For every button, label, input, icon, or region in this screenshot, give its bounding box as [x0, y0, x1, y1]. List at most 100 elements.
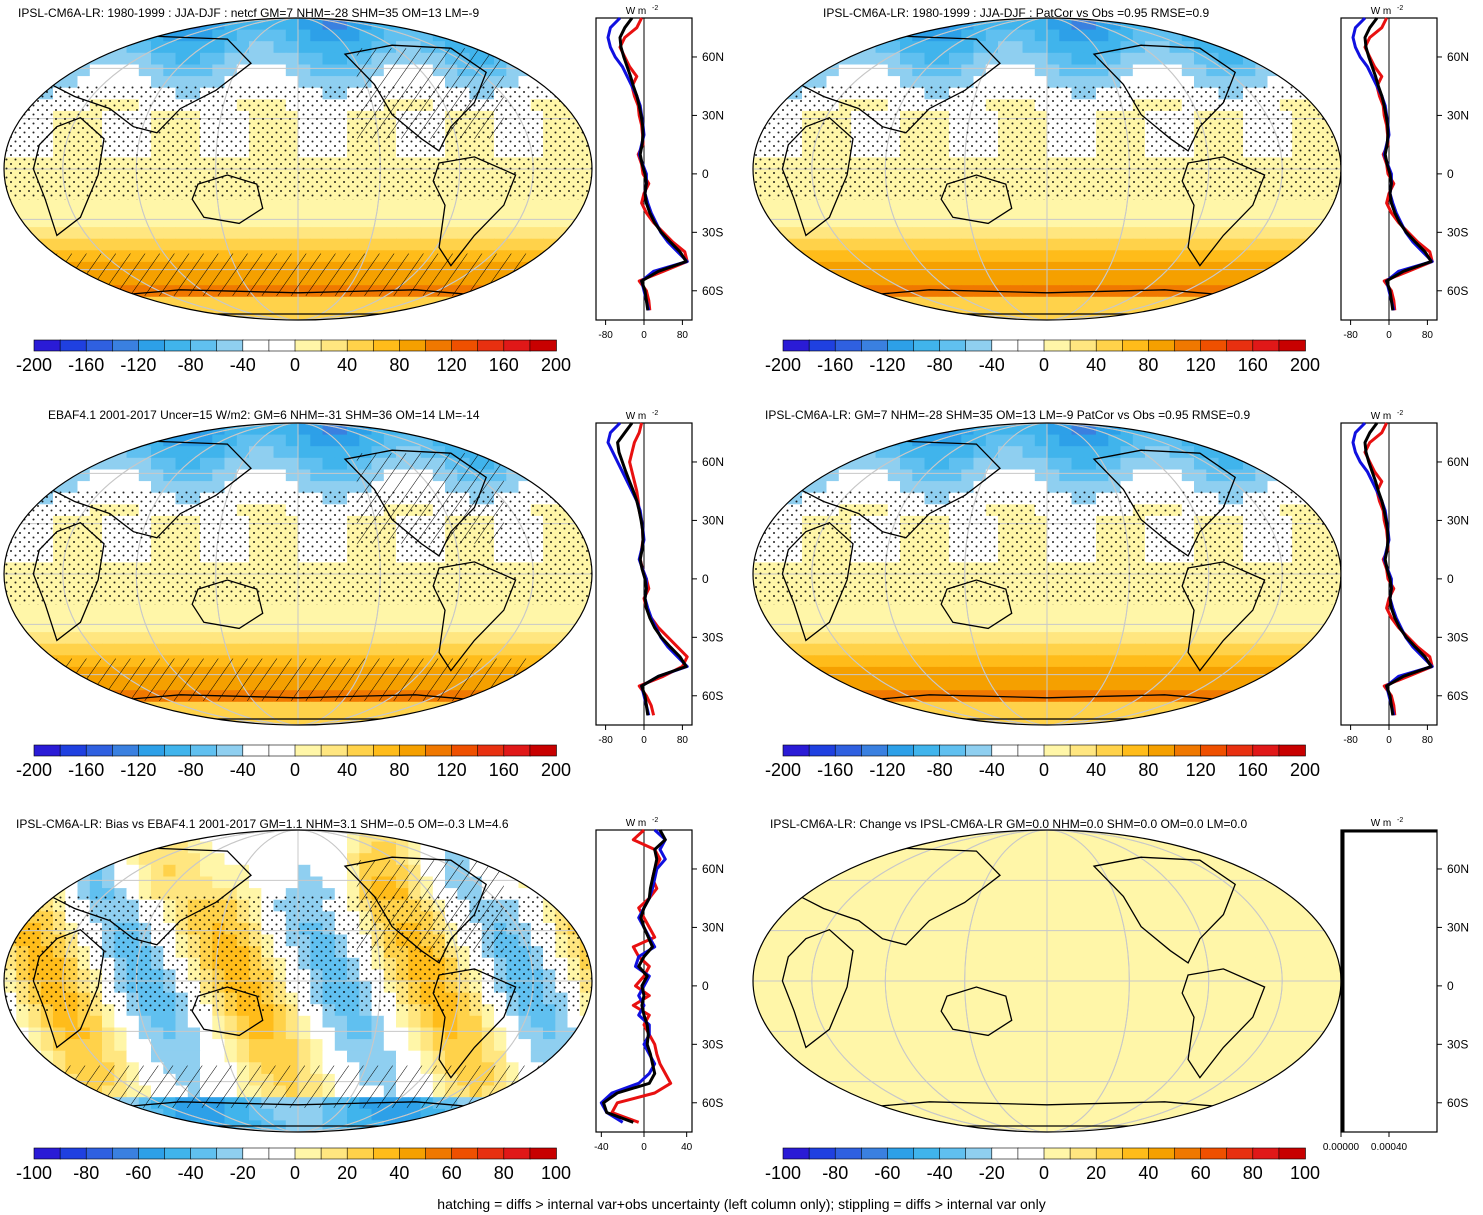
map-cell: [151, 446, 164, 459]
map-cell: [114, 18, 128, 31]
map-cell: [469, 296, 483, 309]
map-cell: [1206, 215, 1220, 228]
map-cell: [445, 238, 458, 251]
map-cell: [506, 643, 520, 656]
map-cell: [1083, 469, 1097, 482]
map-cell: [224, 446, 238, 459]
map-cell: [912, 41, 926, 54]
map-cell: [163, 632, 177, 645]
map-cell: [1292, 434, 1305, 447]
map-cell: [814, 620, 828, 633]
map-cell: [40, 29, 54, 42]
map-cell: [175, 227, 189, 240]
map-cell: [1034, 52, 1048, 65]
map-cell: [924, 215, 938, 228]
map-cell: [1206, 18, 1220, 31]
map-cell: [555, 215, 569, 228]
map-cell: [1206, 632, 1220, 645]
map-cell: [1120, 469, 1134, 482]
map-cell: [298, 227, 311, 240]
map-cell: [114, 29, 128, 42]
colorbar-swatch: [477, 339, 505, 352]
map-cell: [359, 238, 373, 251]
map-cell: [912, 308, 926, 320]
map-cell: [543, 261, 556, 275]
map-cell: [998, 434, 1011, 447]
map-cell: [1145, 469, 1158, 482]
map-cell: [469, 203, 483, 216]
map-cell: [371, 632, 385, 645]
map-cell: [1243, 308, 1256, 320]
map-cell: [249, 457, 262, 470]
map-cell: [40, 285, 54, 298]
map-cell: [102, 308, 115, 320]
colorbar-swatch: [85, 339, 114, 352]
map-cell: [530, 227, 544, 240]
map-cell: [236, 227, 250, 240]
map-cell: [1071, 296, 1085, 309]
map-cell: [579, 308, 592, 320]
map-cell: [863, 227, 877, 240]
map-cell: [163, 227, 177, 240]
map-cell: [298, 643, 311, 656]
map-cell: [851, 620, 864, 633]
panel-title: EBAF4.1 2001-2017 Uncer=15 W/m2: GM=6 NH…: [48, 408, 480, 422]
map-cell: [1169, 457, 1183, 470]
map-cell: [175, 18, 189, 31]
map-cell: [1096, 608, 1109, 621]
map-cell: [1120, 643, 1134, 656]
map-cell: [518, 18, 532, 31]
map-cell: [40, 678, 54, 691]
map-cell: [383, 423, 397, 436]
map-cell: [1267, 215, 1281, 228]
map-cell: [1304, 41, 1318, 54]
colorbar-swatch: [1121, 339, 1150, 352]
map-cell: [102, 632, 115, 645]
map-cell: [310, 620, 324, 633]
map-cell: [126, 29, 140, 42]
map-cell: [114, 434, 128, 447]
map-cell: [249, 227, 262, 240]
map-cell: [1206, 457, 1220, 470]
map-cell: [4, 250, 17, 263]
map-cell: [298, 238, 311, 251]
map-cell: [200, 608, 213, 621]
map-cell: [936, 64, 950, 77]
map-cell: [1010, 434, 1024, 447]
map-cell: [826, 423, 840, 436]
colorbar-tick-label: 80: [389, 355, 409, 375]
map-cell: [1083, 457, 1097, 470]
map-cell: [310, 457, 324, 470]
map-cell: [1255, 655, 1269, 668]
colorbar-tick-label: -120: [120, 760, 156, 780]
map-cell: [310, 29, 324, 42]
map-cell: [1132, 238, 1146, 251]
map-cell: [851, 308, 864, 320]
map-cell: [457, 713, 471, 725]
map-cell: [765, 87, 779, 100]
map-cell: [163, 701, 177, 714]
map-cell: [102, 227, 115, 240]
map-cell: [1083, 608, 1097, 621]
map-cell: [334, 446, 348, 459]
map-cell: [420, 608, 434, 621]
map-cell: [1169, 64, 1183, 77]
map-cell: [789, 423, 803, 436]
colorbar-swatch: [164, 744, 192, 757]
map-border: [3, 422, 593, 726]
map-cell: [126, 457, 140, 470]
map-cell: [1292, 227, 1305, 240]
map-cell: [273, 296, 287, 309]
map-cell: [1230, 261, 1244, 275]
map-cell: [298, 29, 311, 42]
map-cell: [1034, 446, 1048, 459]
map-cell: [249, 643, 262, 656]
map-cell: [420, 423, 434, 436]
map-cell: [802, 434, 815, 447]
map-cell: [16, 678, 30, 691]
map-cell: [924, 64, 938, 77]
map-cell: [765, 273, 779, 286]
map-cell: [912, 446, 926, 459]
map-cell: [1096, 250, 1109, 263]
map-cell: [1132, 469, 1146, 482]
